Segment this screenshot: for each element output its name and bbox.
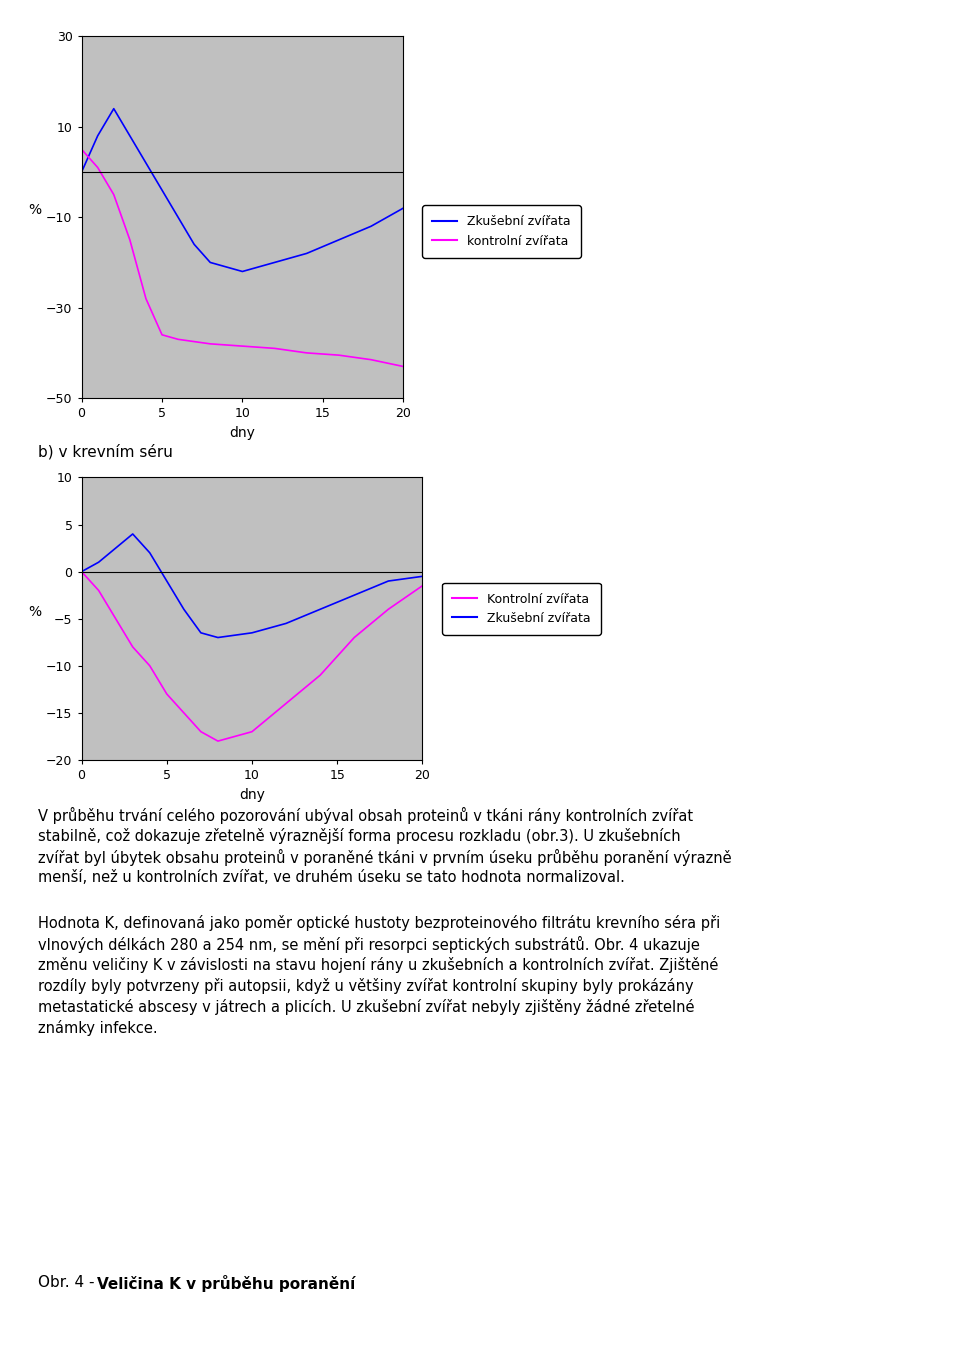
X-axis label: dny: dny (239, 788, 265, 802)
Text: změnu veličiny K v závislosti na stavu hojení rány u zkušebních a kontrolních zv: změnu veličiny K v závislosti na stavu h… (38, 958, 719, 972)
Y-axis label: %: % (29, 605, 41, 619)
Text: stabilně, což dokazuje zřetelně výraznější forma procesu rozkladu (obr.3). U zku: stabilně, což dokazuje zřetelně výrazněj… (38, 827, 681, 843)
Y-axis label: %: % (29, 203, 41, 217)
Text: Obr. 4 -: Obr. 4 - (38, 1275, 100, 1290)
Text: známky infekce.: známky infekce. (38, 1020, 158, 1036)
Text: V průběhu trvání celého pozorování ubýval obsah proteinů v tkáni rány kontrolníc: V průběhu trvání celého pozorování ubýva… (38, 807, 693, 824)
Text: metastatické abscesy v játrech a plicích. U zkušební zvířat nebyly zjištěny žádn: metastatické abscesy v játrech a plicích… (38, 999, 695, 1014)
Text: vlnových délkách 280 a 254 nm, se mění při resorpci septických substrátů. Obr. 4: vlnových délkách 280 a 254 nm, se mění p… (38, 936, 700, 954)
Text: Veličina K v průběhu poranění: Veličina K v průběhu poranění (97, 1275, 355, 1293)
Legend: Kontrolní zvířata, Zkušební zvířata: Kontrolní zvířata, Zkušební zvířata (443, 582, 601, 635)
Text: rozdíly byly potvrzeny při autopsii, když u většiny zvířat kontrolní skupiny byl: rozdíly byly potvrzeny při autopsii, kdy… (38, 978, 694, 994)
Legend: Zkušební zvířata, kontrolní zvířata: Zkušební zvířata, kontrolní zvířata (422, 206, 581, 258)
Text: b) v krevním séru: b) v krevním séru (38, 444, 173, 460)
Text: menší, než u kontrolních zvířat, ve druhém úseku se tato hodnota normalizoval.: menší, než u kontrolních zvířat, ve druh… (38, 869, 625, 885)
X-axis label: dny: dny (229, 426, 255, 440)
Text: Hodnota K, definovaná jako poměr optické hustoty bezproteinového filtrátu krevní: Hodnota K, definovaná jako poměr optické… (38, 916, 721, 931)
Text: zvířat byl úbytek obsahu proteinů v poraněné tkáni v prvním úseku průběhu poraně: zvířat byl úbytek obsahu proteinů v pora… (38, 849, 732, 866)
